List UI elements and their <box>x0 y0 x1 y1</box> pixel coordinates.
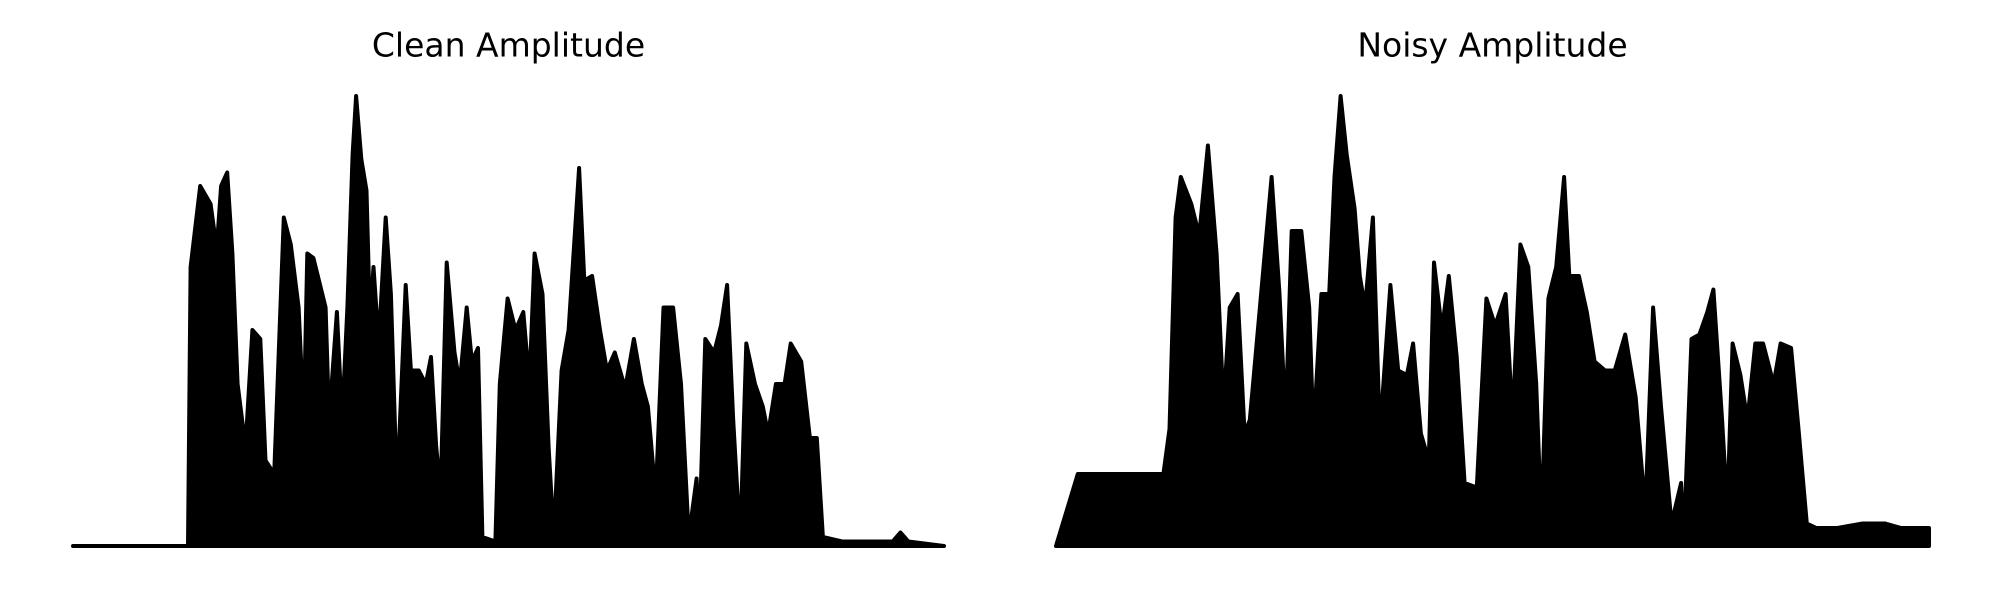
amplitude-envelope <box>71 94 946 548</box>
chart-title: Noisy Amplitude <box>1357 26 1627 65</box>
chart-title: Clean Amplitude <box>372 26 645 65</box>
amplitude-envelope <box>1054 94 1931 548</box>
